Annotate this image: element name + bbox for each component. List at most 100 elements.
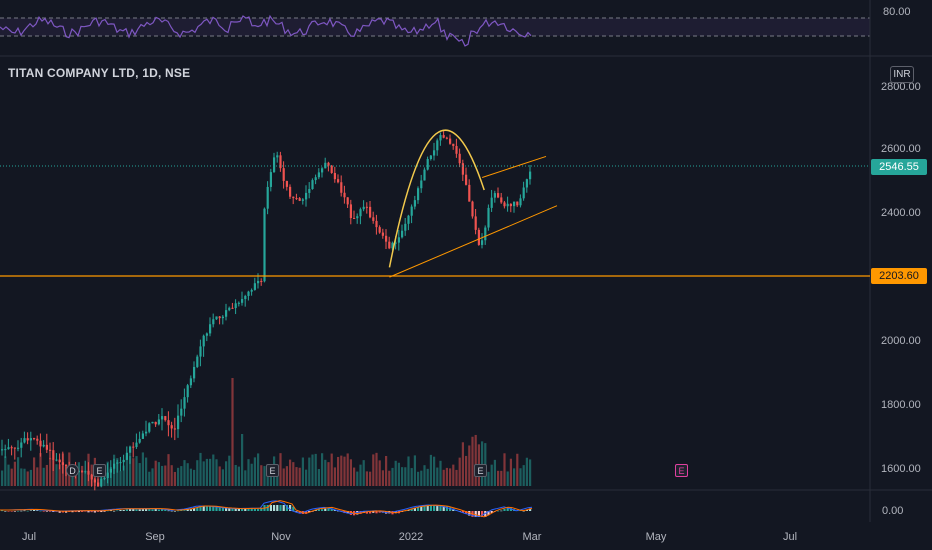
volume-bar [349,459,352,486]
candle-body [77,471,80,473]
volume-bar [186,463,189,486]
macd-signal-line [0,500,533,518]
volume-bar [426,468,429,486]
currency-badge[interactable]: INR [890,66,914,83]
macd-bar [221,507,224,511]
candle-body [167,420,170,426]
macd-bar [132,508,135,511]
volume-bar [337,456,340,486]
macd-bar [506,508,509,511]
macd-bar [13,511,16,512]
candle-body [513,201,516,207]
macd-bar [349,511,352,515]
volume-bar [429,454,432,486]
earnings-marker[interactable]: E [474,464,487,477]
candle-body [218,316,221,319]
volume-bar [257,453,260,486]
candle-body [257,280,260,284]
volume-bar [308,457,311,486]
candle-body [519,198,522,206]
macd-bar [394,511,397,514]
future-earnings-marker[interactable]: E [675,464,688,477]
candle-body [458,153,461,164]
macd-bar [209,505,212,511]
candle-body [372,217,375,221]
candle-body [7,447,10,450]
volume-bar [39,453,42,486]
macd-bar [77,511,80,513]
volume-bar [119,470,122,486]
candle-body [247,291,250,296]
candle-body [119,462,122,464]
volume-bar [471,436,474,486]
candle-body [385,235,388,242]
macd-bar [17,510,20,512]
volume-bar [452,464,455,486]
macd-bar [23,510,26,512]
x-axis-tick-label: Nov [271,531,291,543]
volume-bar [404,467,407,486]
volume-bar [36,467,39,486]
dividend-marker[interactable]: D [66,464,79,477]
volume-bar [449,468,452,486]
y-axis-tick-label: 2000.00 [881,335,921,347]
volume-bar [7,464,10,486]
volume-bar [55,464,58,486]
earnings-marker[interactable]: E [266,464,279,477]
y-axis-tick-label: 2400.00 [881,207,921,219]
volume-bar [221,469,224,486]
volume-bar [196,460,199,486]
volume-bar [522,465,525,486]
macd-bar [93,511,96,513]
candle-body [433,150,436,156]
macd-bar [135,509,138,511]
volume-bar [465,455,468,486]
candle-body [1,449,4,451]
macd-bar [484,511,487,517]
candle-body [333,172,336,180]
volume-bar [519,468,522,486]
volume-bar [154,460,157,486]
candle-body [474,216,477,230]
candle-body [116,462,119,464]
candle-body [45,444,48,450]
candle-body [279,155,282,169]
macd-bar [215,505,218,511]
candle-body [298,198,301,201]
volume-bar [503,453,506,486]
x-axis-tick-label: Jul [22,531,36,543]
volume-bar [401,467,404,486]
volume-bar [122,465,125,486]
candle-body [369,206,372,218]
macd-bar [317,509,320,511]
candle-body [103,478,106,480]
earnings-marker[interactable]: E [93,464,106,477]
candle-body [375,220,378,228]
candle-body [449,138,452,144]
macd-bar [490,511,493,514]
volume-bar [157,462,160,486]
volume-bar [253,457,256,486]
candle-body [241,299,244,303]
candle-body [362,206,365,210]
y-axis-tick-label: 2600.00 [881,143,921,155]
volume-bar [244,470,247,486]
candle-body [90,474,93,480]
candle-body [365,206,368,208]
volume-bar [292,462,295,486]
volume-bar [225,461,228,486]
macd-bar [177,510,180,512]
macd-bar [100,511,103,513]
macd-bar [81,511,84,512]
macd-bar [103,511,106,512]
macd-bar [525,509,528,511]
candle-body [20,442,23,448]
volume-bar [420,470,423,486]
volume-bar [164,465,167,486]
candle-body [423,169,426,181]
macd-bar [122,510,125,511]
macd-bar [183,510,186,511]
volume-bar [340,455,343,486]
candle-body [330,165,333,173]
